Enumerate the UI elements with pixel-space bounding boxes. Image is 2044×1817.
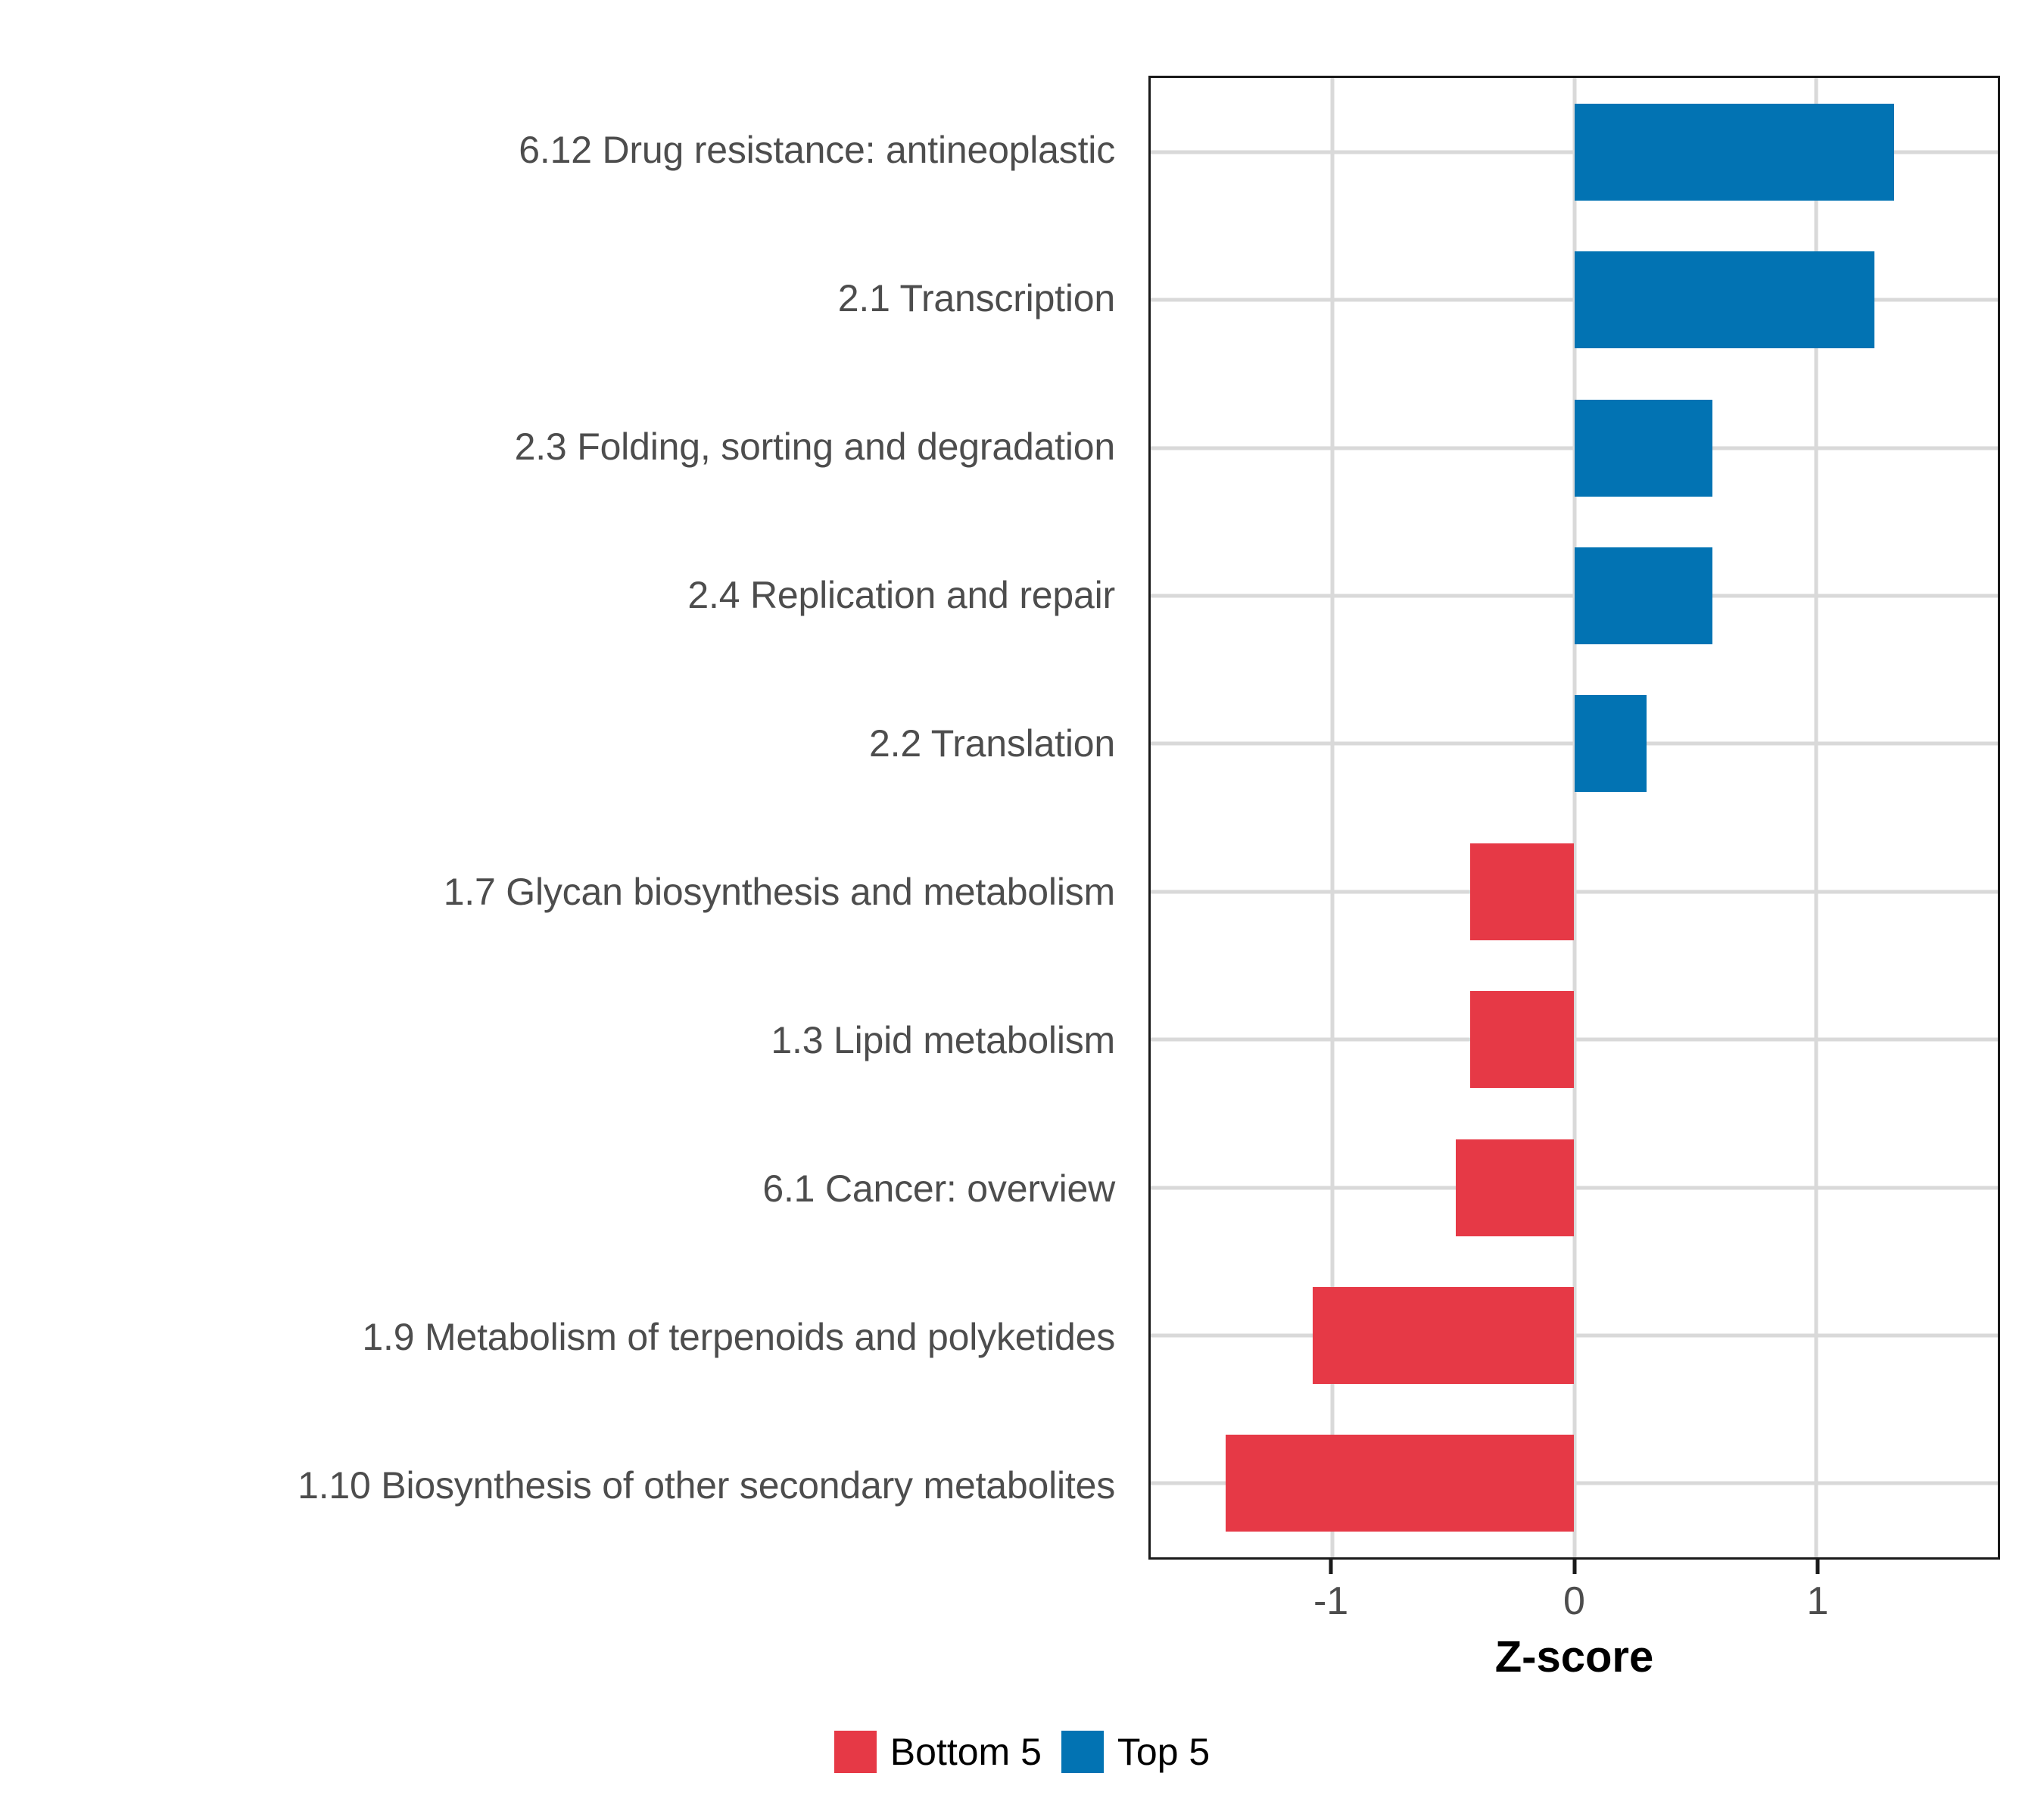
x-axis-title: Z-score	[1494, 1632, 1654, 1681]
bar	[1455, 1139, 1575, 1236]
legend-label: Bottom 5	[890, 1731, 1042, 1773]
y-axis-tick-label: 2.1 Transcription	[0, 224, 1132, 372]
bar	[1574, 103, 1894, 201]
x-axis-tick-label: 0	[1563, 1579, 1585, 1623]
x-axis-tickmark	[1815, 1557, 1820, 1574]
legend-item[interactable]: Top 5	[1061, 1730, 1210, 1774]
y-axis-tick-label-text: 2.2 Translation	[869, 722, 1115, 765]
bar-row	[1151, 965, 1998, 1113]
y-axis-tick-label: 2.4 Replication and repair	[0, 521, 1132, 669]
y-axis-tick-label: 2.3 Folding, sorting and degradation	[0, 372, 1132, 521]
x-axis-ticks: -1 0 1	[1148, 1557, 2000, 1648]
y-axis-tick-label: 1.9 Metabolism of terpenoids and polyket…	[0, 1263, 1132, 1411]
y-axis-tick-label: 6.12 Drug resistance: antineoplastic	[0, 76, 1132, 224]
y-axis-tick-label-text: 1.3 Lipid metabolism	[771, 1019, 1115, 1061]
legend-swatch	[1061, 1731, 1104, 1773]
plot-panel	[1148, 76, 2000, 1560]
bar	[1470, 843, 1575, 940]
bar	[1574, 695, 1647, 793]
horizontal-gridline	[1151, 1481, 1998, 1485]
y-axis-tick-label-text: 1.7 Glycan biosynthesis and metabolism	[443, 871, 1116, 913]
vertical-gridline	[1572, 78, 1576, 1557]
bar	[1470, 991, 1575, 1089]
y-axis-tick-label-text: 2.3 Folding, sorting and degradation	[514, 425, 1116, 468]
y-axis-tick-label-text: 6.12 Drug resistance: antineoplastic	[519, 129, 1115, 171]
bar	[1574, 399, 1712, 497]
y-axis-tick-label: 1.7 Glycan biosynthesis and metabolism	[0, 818, 1132, 966]
y-axis-tick-label-text: 2.1 Transcription	[837, 277, 1115, 319]
legend: Bottom 5 Top 5	[0, 1730, 2044, 1774]
legend-item[interactable]: Bottom 5	[833, 1730, 1042, 1774]
bar-row	[1151, 818, 1998, 965]
vertical-gridline	[1330, 78, 1335, 1557]
y-axis-tick-label-text: 2.4 Replication and repair	[687, 574, 1115, 616]
x-axis-tick-label: -1	[1313, 1579, 1349, 1623]
y-axis-tick-label-text: 1.9 Metabolism of terpenoids and polyket…	[362, 1316, 1115, 1358]
y-axis-tick-label: 2.2 Translation	[0, 669, 1132, 818]
y-axis-tick-label: 6.1 Cancer: overview	[0, 1114, 1132, 1263]
legend-swatch	[833, 1731, 877, 1773]
horizontal-gridline	[1151, 890, 1998, 894]
x-axis-tickmark	[1329, 1557, 1333, 1574]
horizontal-gridline	[1151, 1037, 1998, 1042]
bar-row	[1151, 374, 1998, 522]
bar-row	[1151, 78, 1998, 226]
horizontal-gridline	[1151, 1333, 1998, 1338]
bars-layer	[1151, 78, 1998, 1557]
bar	[1313, 1286, 1575, 1384]
bar-row	[1151, 670, 1998, 818]
x-axis-tickmark	[1572, 1557, 1576, 1574]
bar-row	[1151, 522, 1998, 669]
x-axis-tick-label: 1	[1806, 1579, 1829, 1623]
bar-row	[1151, 1261, 1998, 1409]
horizontal-gridline	[1151, 1186, 1998, 1189]
bar-row	[1151, 1410, 1998, 1557]
y-axis-tick-label-text: 6.1 Cancer: overview	[762, 1167, 1115, 1210]
bar-row	[1151, 226, 1998, 373]
y-axis-tick-label: 1.3 Lipid metabolism	[0, 966, 1132, 1114]
legend-label: Top 5	[1117, 1731, 1211, 1773]
y-axis-tick-label-text: 1.10 Biosynthesis of other secondary met…	[298, 1464, 1115, 1507]
y-axis-labels: 6.12 Drug resistance: antineoplastic 2.1 …	[0, 76, 1132, 1560]
bar	[1574, 251, 1874, 349]
bar	[1574, 547, 1712, 644]
bar	[1226, 1435, 1575, 1532]
y-axis-tick-label: 1.10 Biosynthesis of other secondary met…	[0, 1411, 1132, 1560]
vertical-gridline	[1814, 78, 1818, 1557]
bar-row	[1151, 1114, 1998, 1261]
